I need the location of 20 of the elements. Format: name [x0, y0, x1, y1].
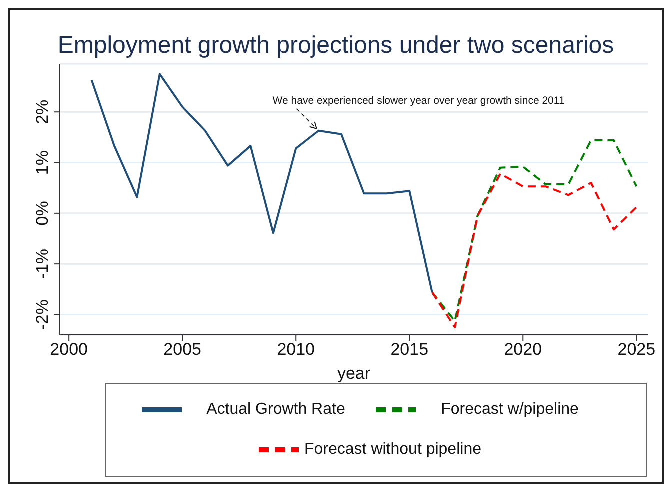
x-axis-title: year	[337, 364, 371, 383]
line-series	[431, 139, 638, 322]
x-tick-label: 2005	[164, 340, 202, 360]
x-tick-label: 2020	[504, 340, 542, 360]
y-tick-label: 1%	[33, 150, 52, 176]
legend-label: Forecast without pipeline	[304, 441, 482, 460]
legend-label: Actual Growth Rate	[206, 401, 346, 420]
x-tick-label: 2015	[390, 340, 429, 360]
chart-title: Employment growth projections under two scenarios	[56, 32, 616, 61]
legend-label: Forecast w/pipeline	[440, 401, 580, 420]
x-tick-label: 2025	[618, 340, 656, 360]
y-tick-label: 2%	[33, 100, 52, 124]
y-tick-label: -2%	[33, 300, 52, 330]
y-tick-label: -1%	[33, 248, 52, 280]
y-tick-label: 0%	[33, 201, 52, 226]
x-tick-label: 2010	[277, 340, 316, 360]
line-series	[90, 73, 434, 294]
line-series	[431, 172, 638, 328]
x-tick-label: 2000	[50, 340, 88, 360]
annotation: We have experienced slower year over year growth since 2011	[272, 94, 565, 107]
